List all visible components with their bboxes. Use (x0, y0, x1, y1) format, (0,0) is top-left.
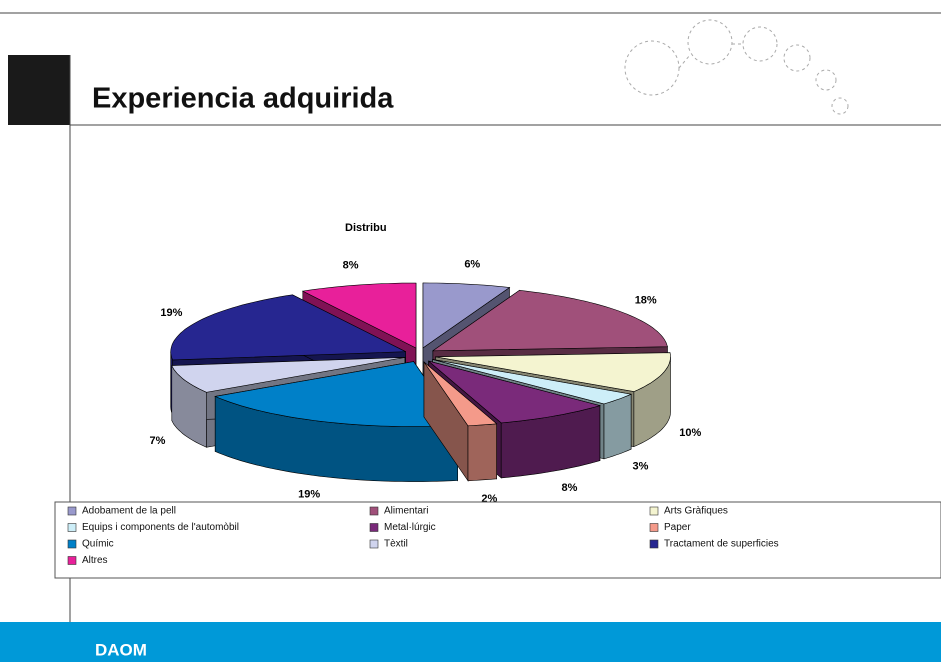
decoration-circles (624, 19, 849, 115)
slice-top (214, 361, 459, 427)
slice-top (435, 352, 671, 392)
legend-swatch (67, 506, 77, 516)
footer-bar (0, 622, 941, 662)
chart-title: Distribu (345, 222, 387, 234)
slice (423, 361, 498, 482)
legend-label: Tractament de superficies (664, 539, 779, 550)
data-label: 3% (633, 460, 649, 472)
pie: 6%18%10%3%8%2%19%7%19%8% (150, 258, 702, 505)
slice-top (431, 289, 668, 352)
legend-swatch (649, 506, 659, 516)
legend-label: Alimentari (384, 506, 428, 517)
data-label: 8% (343, 260, 359, 272)
slide-title: Experiencia adquirida (92, 83, 394, 115)
footer-text: DAOM (95, 640, 147, 659)
slice-wall (603, 393, 632, 460)
slice-top (422, 282, 511, 349)
legend-label: Paper (664, 522, 691, 533)
slice-top (301, 282, 417, 349)
slice-top (432, 359, 633, 405)
legend: Adobament de la pell Alimentari Arts Gràfi… (67, 506, 779, 566)
legend-swatch (649, 539, 659, 549)
slice-top (171, 357, 405, 393)
legend-box (54, 501, 941, 579)
legend-label: Tèxtil (384, 539, 408, 550)
legend-label: Adobament de la pell (82, 506, 176, 517)
data-label: 6% (464, 258, 480, 270)
legend-swatch (649, 523, 659, 532)
legend-label: Altres (82, 555, 108, 566)
data-label: 7% (150, 435, 166, 447)
legend-swatch (67, 556, 77, 565)
data-label: 10% (679, 427, 701, 439)
data-label: 19% (160, 307, 182, 319)
legend-label: Químic (82, 539, 114, 550)
legend-swatch (369, 539, 379, 549)
data-label: 18% (635, 295, 657, 307)
data-label: 19% (298, 489, 320, 501)
legend-swatch (67, 523, 77, 532)
data-label: 8% (562, 482, 578, 494)
slice-top (423, 361, 498, 427)
slice-wall (467, 423, 497, 482)
legend-label: Arts Gràfiques (664, 506, 728, 517)
legend-swatch (369, 506, 379, 516)
legend-swatch (67, 539, 77, 549)
legend-label: Equips i components de l'automòbil (82, 522, 239, 533)
legend-swatch (369, 523, 379, 532)
title-block (8, 55, 70, 125)
slice-top (428, 360, 602, 424)
slice-top (170, 294, 406, 361)
legend-label: Metal·lúrgic (384, 522, 436, 533)
